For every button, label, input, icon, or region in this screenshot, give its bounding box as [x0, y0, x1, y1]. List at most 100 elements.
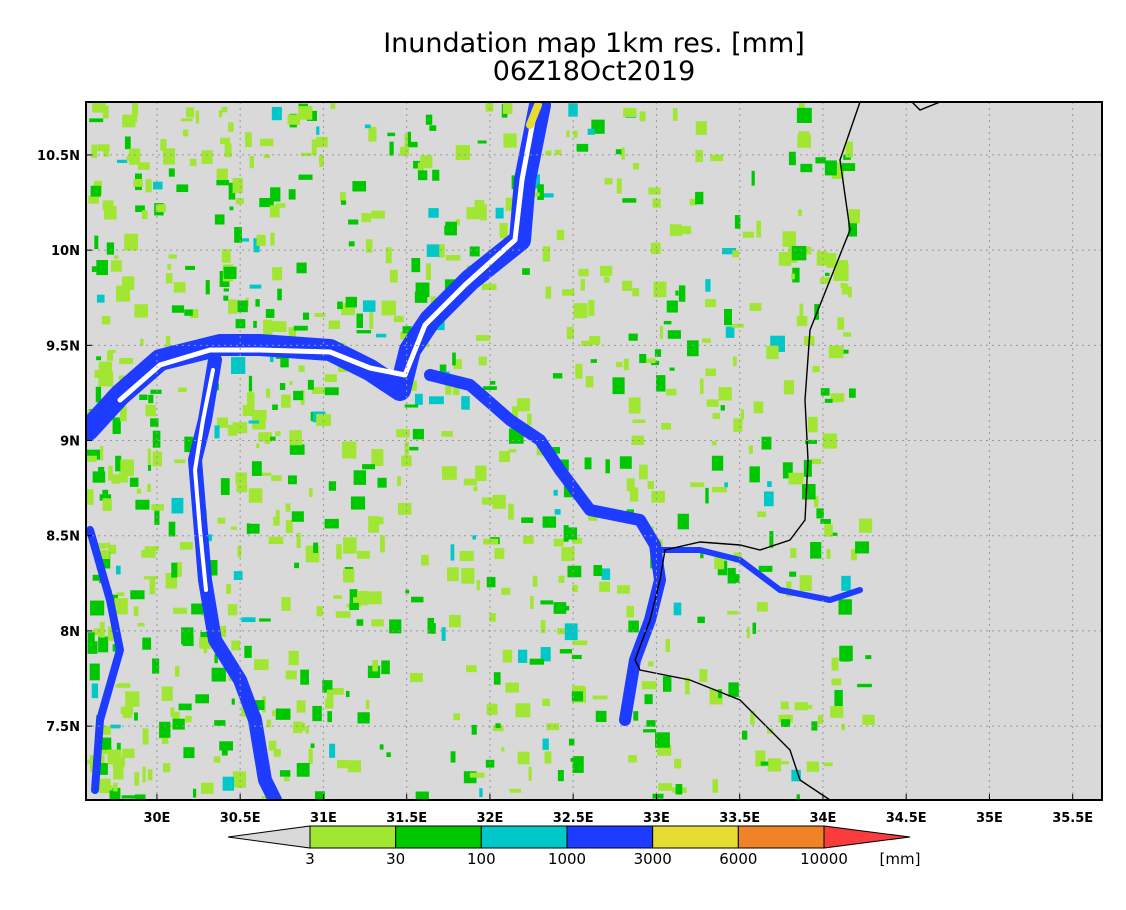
y-tick-label: 10N — [51, 244, 80, 259]
patch — [499, 450, 510, 463]
patch — [116, 742, 121, 754]
patch — [272, 404, 278, 410]
patch — [366, 591, 382, 605]
patch — [98, 370, 114, 387]
patch — [561, 547, 575, 561]
x-tick-label: 30E — [143, 811, 170, 826]
patch — [246, 392, 255, 407]
patch — [588, 514, 598, 521]
patch — [521, 517, 534, 523]
patch — [281, 394, 291, 408]
patch — [542, 516, 557, 528]
colorbar-label: 100 — [467, 850, 496, 868]
patch — [553, 538, 564, 547]
patch — [554, 509, 561, 515]
patch — [767, 481, 772, 488]
patch — [120, 459, 134, 477]
patch — [214, 720, 226, 726]
patch — [137, 162, 150, 170]
patch — [663, 320, 672, 325]
patch — [365, 239, 373, 253]
patch — [502, 649, 513, 663]
patch — [345, 690, 350, 698]
patch — [836, 260, 849, 269]
patch — [697, 616, 705, 624]
patch — [857, 683, 872, 688]
patch — [689, 198, 697, 206]
patch — [314, 791, 325, 800]
patch — [466, 665, 477, 673]
patch — [288, 189, 296, 200]
patch — [712, 412, 720, 419]
patch — [621, 147, 625, 160]
patch — [263, 154, 270, 159]
patch — [724, 308, 732, 326]
patch — [343, 568, 355, 583]
patch — [478, 356, 487, 366]
colorbar-label: 10000 — [800, 850, 848, 868]
patch — [122, 276, 135, 290]
patch — [834, 689, 843, 707]
patch — [781, 719, 791, 728]
patch — [486, 703, 498, 715]
patch — [544, 751, 552, 764]
patch — [102, 200, 114, 211]
patch — [720, 405, 725, 411]
patch — [427, 617, 435, 634]
patch — [325, 698, 334, 709]
patch — [789, 571, 797, 577]
patch — [474, 199, 485, 214]
patch — [145, 179, 152, 193]
patch — [429, 396, 444, 405]
patch — [108, 465, 113, 481]
patch — [298, 174, 313, 180]
patch — [397, 502, 412, 515]
patch — [275, 509, 280, 526]
patch — [235, 472, 247, 484]
patch — [311, 139, 317, 156]
patch — [279, 383, 286, 390]
patch — [393, 315, 404, 323]
patch — [576, 143, 589, 152]
patch — [734, 215, 741, 229]
patch — [133, 606, 139, 617]
patch — [149, 578, 156, 595]
patch — [612, 377, 625, 395]
patch — [817, 715, 824, 724]
patch — [290, 329, 295, 343]
patch — [838, 599, 852, 615]
patch — [249, 156, 255, 169]
patch — [96, 356, 102, 361]
patch — [147, 483, 151, 492]
patch — [92, 574, 106, 581]
patch — [248, 420, 260, 424]
patch — [727, 610, 739, 615]
patch — [792, 267, 800, 283]
patch — [505, 197, 515, 211]
patch — [562, 289, 575, 296]
patch — [830, 393, 845, 403]
patch — [444, 225, 449, 235]
patch — [727, 567, 736, 584]
patch — [135, 205, 145, 213]
colorbar-segment — [309, 825, 397, 849]
patch — [270, 232, 275, 246]
patch — [677, 513, 689, 530]
patch — [463, 478, 477, 486]
patch — [479, 788, 483, 798]
patch — [308, 552, 314, 560]
patch — [740, 409, 744, 420]
patch — [107, 749, 122, 765]
patch — [483, 386, 497, 390]
patch — [161, 686, 173, 701]
patch — [839, 349, 849, 354]
patch — [830, 706, 844, 718]
patch — [298, 365, 305, 372]
patch — [254, 409, 267, 421]
patch — [705, 487, 709, 504]
patch — [452, 352, 456, 366]
patch — [235, 238, 249, 242]
patch — [859, 518, 873, 533]
patch — [88, 195, 100, 204]
patch — [584, 457, 592, 470]
